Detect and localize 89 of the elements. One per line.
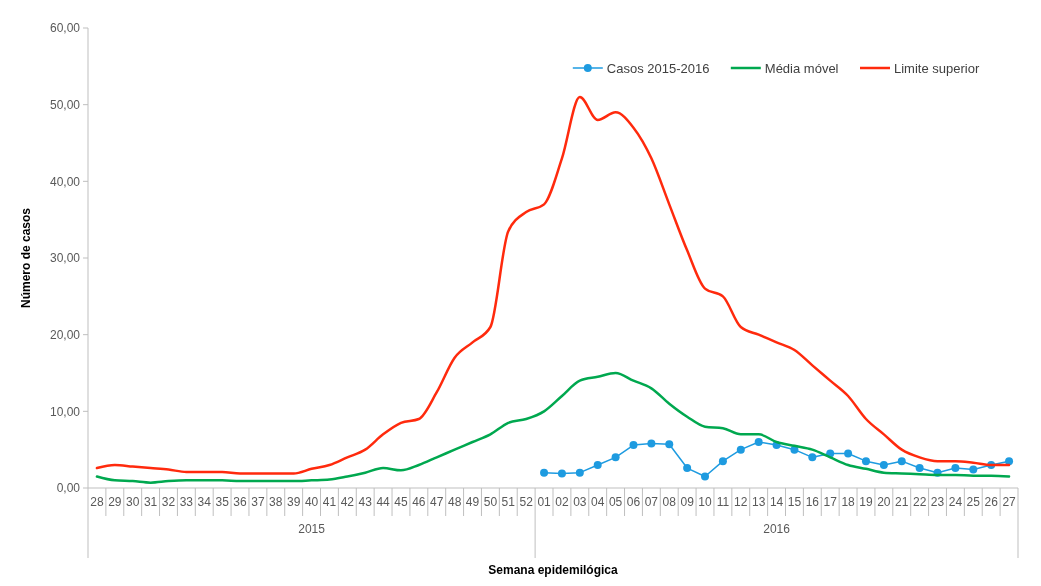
point	[951, 464, 960, 473]
x-tick-label: 51	[501, 495, 516, 509]
x-tick-label: 23	[930, 495, 945, 509]
x-tick-label: 26	[984, 495, 999, 509]
point	[683, 464, 692, 473]
y-tick-label: 60,00	[49, 21, 81, 36]
x-tick-label: 16	[805, 495, 820, 509]
x-tick-label: 07	[644, 495, 659, 509]
x-tick-label: 30	[126, 495, 140, 509]
x-tick-label: 45	[394, 495, 408, 509]
x-tick-label: 36	[233, 495, 248, 509]
text: 2016	[763, 522, 791, 536]
x-tick-label: 13	[751, 495, 766, 509]
x-tick-label: 52	[519, 495, 534, 509]
x-tick-label: 25	[966, 495, 981, 509]
x-tick-label: 09	[680, 495, 695, 509]
x-tick-label: 38	[269, 495, 283, 509]
y-tick-label: 10,00	[49, 404, 81, 419]
x-tick-label: 11	[716, 495, 730, 509]
x-tick-label: 37	[251, 495, 265, 509]
x-tick-label: 22	[912, 495, 927, 509]
x-tick-label: 42	[340, 495, 355, 509]
point	[665, 440, 674, 449]
point	[718, 457, 727, 466]
legend-label: Limite superior	[894, 60, 980, 76]
x-tick-label: 43	[358, 495, 373, 509]
point	[969, 465, 978, 474]
x-tick-label: 31	[143, 495, 158, 509]
x-tick-label: 01	[537, 495, 552, 509]
x-tick-label: 41	[322, 495, 337, 509]
x-tick-label: 12	[734, 495, 748, 509]
x-tick-label: 40	[304, 495, 319, 509]
point	[647, 439, 656, 448]
y-tick-label: 50,00	[49, 97, 81, 112]
x-tick-label: 49	[465, 495, 480, 509]
x-tick-label: 39	[286, 495, 301, 509]
x-tick-label: 29	[108, 495, 122, 509]
x-tick-label: 20	[877, 495, 891, 509]
point	[754, 438, 763, 446]
point	[915, 464, 924, 473]
point	[557, 469, 566, 478]
x-tick-label: 04	[591, 495, 605, 509]
y-tick-label: 30,00	[49, 251, 81, 266]
point	[593, 461, 602, 469]
x-tick-label: 21	[895, 495, 909, 509]
x-tick-label: 06	[626, 495, 641, 509]
y-tick-label: 20,00	[49, 327, 81, 342]
x-axis-title: Semana epidemilógica	[488, 563, 619, 577]
legend-label: Média móvel	[764, 60, 839, 76]
x-tick-label: 10	[698, 495, 713, 509]
legend-label: Casos 2015-2016	[606, 60, 710, 76]
x-tick-label: 47	[430, 495, 444, 509]
x-tick-label: 14	[769, 495, 784, 509]
point	[611, 453, 620, 462]
x-tick-label: 48	[447, 495, 462, 509]
text: 2015	[298, 522, 326, 536]
x-tick-label: 32	[161, 495, 176, 509]
x-tick-label: 28	[90, 495, 104, 509]
point	[575, 468, 584, 477]
x-tick-label: 46	[412, 495, 426, 509]
point	[808, 453, 817, 462]
x-tick-label: 15	[787, 495, 802, 509]
x-tick-label: 03	[573, 495, 587, 509]
x-tick-label: 35	[215, 495, 230, 509]
point	[540, 468, 549, 477]
y-tick-label: 40,00	[49, 174, 81, 189]
x-tick-label: 34	[197, 495, 212, 509]
point	[844, 449, 853, 458]
point	[879, 461, 888, 469]
point	[701, 472, 710, 481]
point	[629, 441, 638, 450]
point	[1005, 457, 1014, 466]
point	[861, 457, 870, 466]
x-tick-label: 08	[662, 495, 677, 509]
x-tick-label: 27	[1002, 495, 1017, 509]
x-tick-label: 18	[841, 495, 856, 509]
y-axis-title: Número de casos	[19, 207, 33, 309]
x-tick-label: 17	[823, 495, 838, 509]
x-tick-label: 33	[179, 495, 194, 509]
line-series	[95, 371, 1011, 484]
x-tick-label: 24	[948, 495, 963, 509]
x-tick-label: 05	[608, 495, 623, 509]
x-tick-label: 44	[376, 495, 391, 509]
x-tick-label: 19	[859, 495, 873, 509]
x-tick-label: 02	[555, 495, 569, 509]
point	[736, 445, 745, 454]
x-tick-label: 50	[483, 495, 498, 509]
y-tick-label: 0,00	[56, 481, 81, 496]
point	[897, 457, 906, 466]
